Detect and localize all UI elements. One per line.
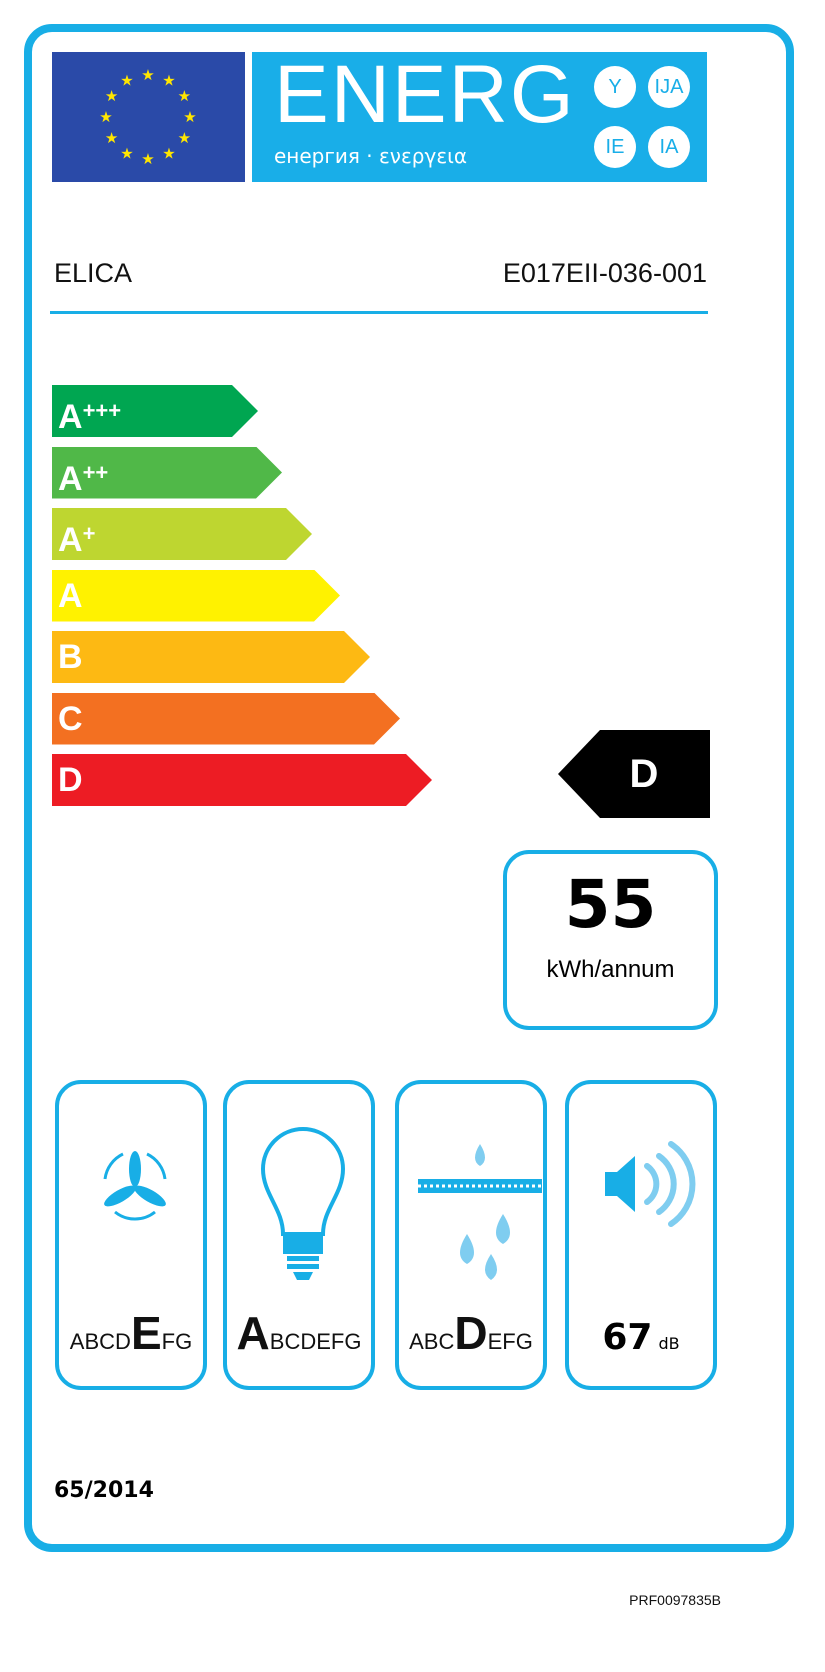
energy-banner: ENERG енергия · ενεργεια Y IJA IE IA (252, 52, 707, 182)
star-icon: ★ (178, 87, 191, 105)
energy-unit: kWh/annum (546, 956, 675, 983)
eu-stars-icon: ★ ★★★★★★★★★★★ (99, 66, 196, 168)
class-letter: F (502, 1329, 516, 1354)
noise-unit: dB (658, 1334, 680, 1353)
energy-consumption-box: 55 kWh/annum (503, 850, 718, 1030)
class-letter: B (269, 1329, 285, 1354)
star-icon: ★ (183, 108, 196, 126)
energy-subtitle: енергия · ενεργεια (274, 144, 468, 168)
scale-letter: A (58, 459, 83, 498)
scale-arrow: A (52, 570, 340, 622)
scale-letter: D (58, 761, 83, 799)
lighting-class: ABCDEFG (227, 1306, 371, 1360)
selected-class: D (454, 1307, 488, 1359)
class-letter: F (330, 1329, 345, 1354)
scale-letter: A (58, 521, 83, 559)
lighting-box: ABCDEFG (223, 1080, 375, 1390)
star-icon: ★ (120, 144, 133, 162)
selected-class: A (236, 1307, 270, 1359)
scale-arrow: A++ (52, 447, 282, 499)
class-letter: D (115, 1329, 131, 1354)
class-letter: B (84, 1329, 100, 1354)
grease-filter-box: ABCDEFG (395, 1080, 547, 1390)
star-icon: ★ (162, 72, 175, 90)
reference-code: PRF0097835B (629, 1592, 721, 1608)
scale-letter: A (58, 398, 83, 436)
class-letter: E (487, 1329, 503, 1354)
class-letter: C (99, 1329, 116, 1354)
class-letter: G (344, 1329, 362, 1354)
class-letter: C (284, 1329, 301, 1354)
label-frame (24, 24, 794, 1552)
divider (50, 311, 708, 314)
class-letter: G (515, 1329, 533, 1354)
class-letter: E (316, 1329, 331, 1354)
class-letter: A (409, 1329, 424, 1354)
class-letter: C (438, 1329, 455, 1354)
star-icon: ★ (178, 129, 191, 147)
scale-plus: ++ (82, 459, 109, 485)
fluid-dynamic-box: ABCDEFG (55, 1080, 207, 1390)
scale-plus: +++ (82, 398, 122, 423)
eu-flag: ★ ★ ★ ★ ★ ★ ★ ★ ★ ★ ★ ★ (52, 52, 245, 182)
class-letter: G (175, 1329, 193, 1354)
noise-level: 67 dB (569, 1317, 713, 1358)
class-letter: F (161, 1329, 176, 1354)
scale-arrow: A+++ (52, 385, 258, 437)
scale-letter: B (58, 638, 83, 676)
scale-arrow: B (52, 631, 370, 683)
star-icon: ★ (162, 144, 175, 162)
suffix-badge: IA (648, 126, 690, 168)
model-identifier: E017EII-036-001 (502, 258, 707, 288)
lightbulb-icon (260, 1127, 346, 1280)
star-icon: ★ (105, 87, 118, 105)
regulation-number: 65/2014 (54, 1478, 154, 1503)
scale-letter: A (58, 576, 83, 615)
supplier-name: ELICA (54, 258, 133, 288)
suffix-badge: IJA (648, 66, 690, 108)
fan-icon (103, 1151, 167, 1221)
class-letter: D (300, 1329, 317, 1354)
noise-box: 67 dB (565, 1080, 717, 1390)
grease-filter-class: ABCDEFG (399, 1306, 543, 1360)
selected-class: E (130, 1307, 162, 1359)
scale-letter: C (58, 699, 83, 738)
suffix-badge: IE (594, 126, 636, 168)
fan-class: ABCDEFG (59, 1306, 203, 1360)
scale-plus: + (82, 521, 96, 546)
star-icon: ★ (99, 108, 112, 126)
class-letter: B (423, 1329, 439, 1354)
star-icon: ★ (105, 129, 118, 147)
star-icon: ★ (120, 72, 133, 90)
energy-value: 55 (564, 866, 657, 943)
scale-arrow: D (52, 754, 432, 806)
energy-logo-text: ENERG (274, 49, 576, 140)
scale-arrow: A+ (52, 508, 312, 560)
star-icon: ★ (141, 150, 154, 168)
noise-value: 67 (602, 1317, 653, 1358)
class-letter: A (69, 1329, 85, 1354)
suffix-badge: Y (594, 66, 636, 108)
scale-arrow: C (52, 693, 400, 745)
grease-filter-icon (418, 1144, 542, 1280)
star-icon: ★ (141, 66, 154, 84)
speaker-icon (605, 1141, 696, 1227)
